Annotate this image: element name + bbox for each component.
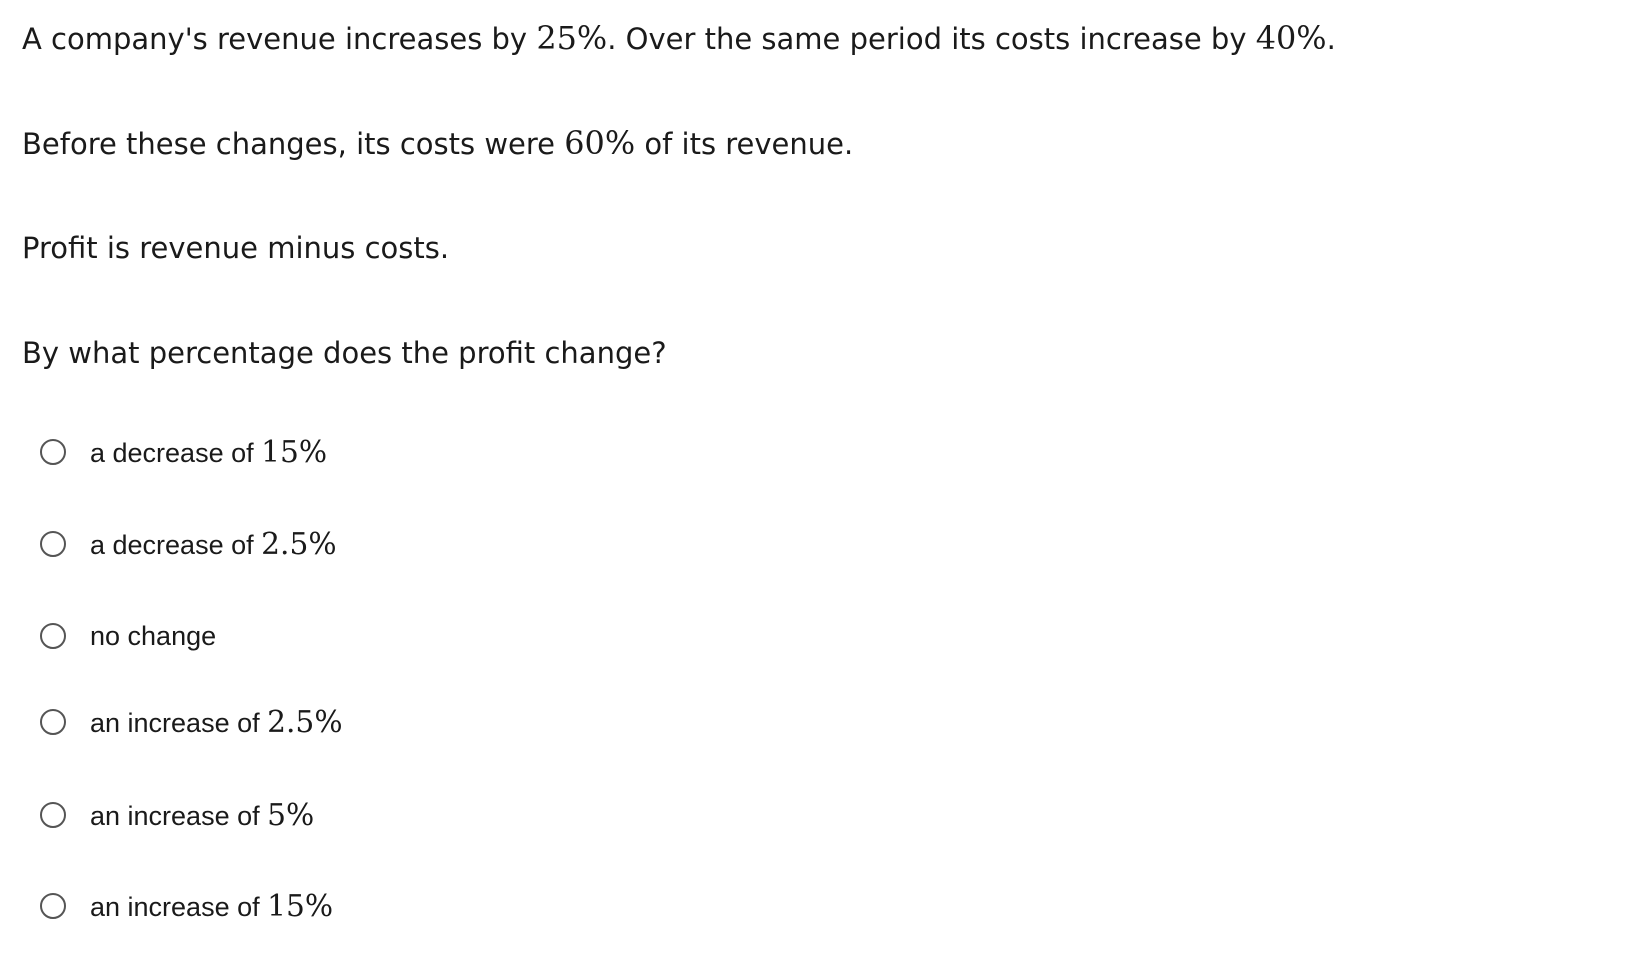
option[interactable]: a decrease of 15% <box>40 432 327 472</box>
radio-button[interactable] <box>40 531 66 557</box>
text-run: Profit is revenue minus costs. <box>22 231 450 265</box>
text-run: a decrease of <box>90 437 262 468</box>
option-label[interactable]: no change <box>90 621 216 652</box>
text-run: A company's revenue increases by <box>22 22 537 56</box>
radio-button[interactable] <box>40 893 66 919</box>
paragraph: Before these changes, its costs were 60%… <box>22 123 853 164</box>
option[interactable]: an increase of 5% <box>40 795 314 835</box>
text-run: an increase of <box>90 707 268 738</box>
text-run: no change <box>90 620 217 651</box>
option-label[interactable]: an increase of 15% <box>90 889 333 924</box>
math: 15% <box>261 434 328 470</box>
paragraph: By what percentage does the profit chang… <box>22 333 667 373</box>
math: 2.5% <box>261 526 337 562</box>
option[interactable]: no change <box>40 616 216 656</box>
option[interactable]: a decrease of 2.5% <box>40 524 337 564</box>
option-label[interactable]: a decrease of 2.5% <box>90 527 337 562</box>
radio-button[interactable] <box>40 623 66 649</box>
math: 15% <box>267 888 334 924</box>
text-run: an increase of <box>90 891 268 922</box>
math: 5% <box>267 797 315 833</box>
radio-button[interactable] <box>40 439 66 465</box>
option-label[interactable]: a decrease of 15% <box>90 435 327 470</box>
math: 2.5% <box>267 704 343 740</box>
radio-button[interactable] <box>40 709 66 735</box>
math: 40% <box>1255 19 1327 57</box>
text-run: . Over the same period its costs increas… <box>607 22 1256 56</box>
math: 25% <box>536 19 608 57</box>
text-run: . <box>1326 22 1336 56</box>
math: 60% <box>564 124 636 162</box>
option-label[interactable]: an increase of 5% <box>90 798 314 833</box>
radio-button[interactable] <box>40 802 66 828</box>
paragraph: Profit is revenue minus costs. <box>22 228 449 268</box>
paragraph: A company's revenue increases by 25%. Ov… <box>22 18 1336 59</box>
option[interactable]: an increase of 15% <box>40 886 333 926</box>
text-run: an increase of <box>90 800 268 831</box>
text-run: Before these changes, its costs were <box>22 127 565 161</box>
text-run: of its revenue. <box>635 127 854 161</box>
option[interactable]: an increase of 2.5% <box>40 702 343 742</box>
text-run: a decrease of <box>90 529 262 560</box>
option-label[interactable]: an increase of 2.5% <box>90 705 343 740</box>
text-run: By what percentage does the profit chang… <box>22 336 667 370</box>
